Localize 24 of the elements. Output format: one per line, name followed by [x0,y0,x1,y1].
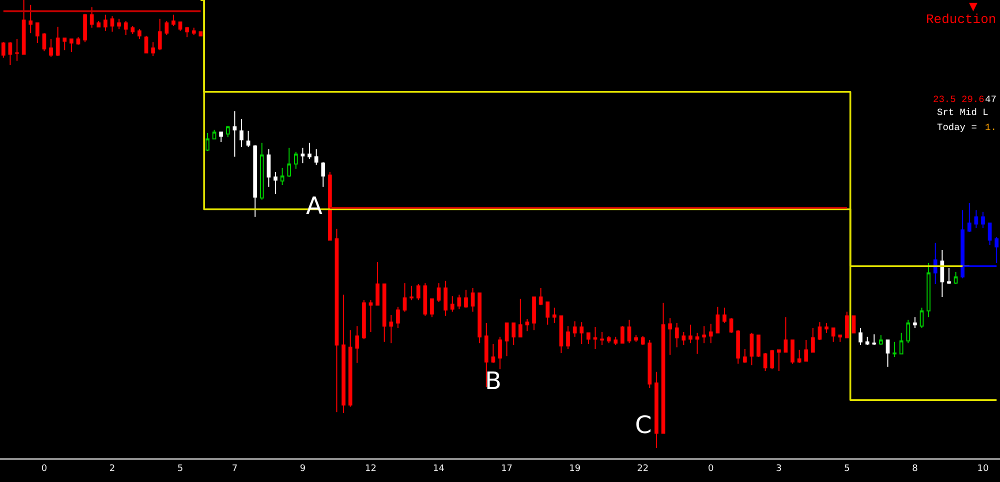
x-tick-label: 7 [232,464,238,474]
x-tick-label: 14 [433,464,445,474]
annotation: Today = [937,122,978,133]
x-tick-label: 5 [844,464,850,474]
x-tick-label: 17 [501,464,513,474]
annotation: ▼ [969,0,978,13]
x-tick-label: 19 [569,464,581,474]
x-tick-label: 0 [41,464,48,474]
annotation: 1. [985,122,996,133]
x-tick-label: 3 [776,464,782,474]
annotation: 23.5 29.6 [933,94,985,105]
annotation: C [635,411,652,439]
annotation: 47 [985,94,996,105]
x-tick-label: 10 [977,464,989,474]
x-tick-label: 0 [708,464,714,474]
x-tick-label: 8 [912,464,918,474]
x-tick-label: 22 [637,464,649,474]
x-tick-label: 2 [109,464,116,474]
x-tick-label: 12 [365,464,376,474]
annotation: Srt Mid L [937,107,989,118]
annotation: Reduction [926,12,996,27]
annotation: B [485,367,502,395]
x-tick-label: 9 [300,464,306,474]
x-tick-label: 5 [177,464,184,474]
